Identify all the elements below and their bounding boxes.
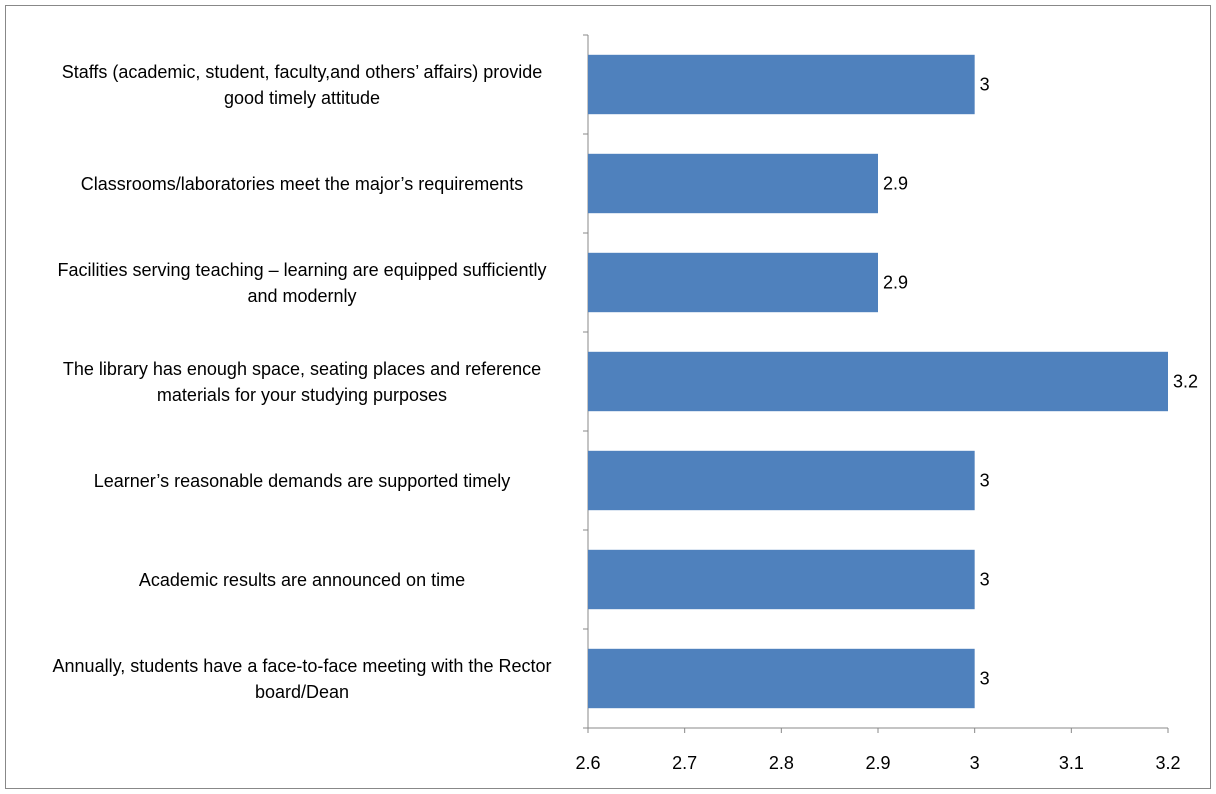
bar [588, 351, 1168, 412]
value-label: 3 [980, 668, 990, 688]
category-label: Staffs (academic, student, faculty,and o… [61, 61, 543, 108]
bar [588, 648, 975, 709]
x-tick-label: 2.6 [575, 753, 600, 773]
bar [588, 549, 975, 610]
category-label: Facilities serving teaching – learning a… [57, 259, 547, 306]
category-label: Academic results are announced on time [138, 569, 466, 590]
bar [588, 54, 975, 115]
x-tick-label: 2.8 [769, 753, 794, 773]
bar [588, 153, 878, 214]
category-label: Learner’s reasonable demands are support… [93, 470, 511, 491]
frame [5, 5, 1211, 789]
bar [588, 450, 975, 511]
category-label: The library has enough space, seating pl… [62, 358, 542, 405]
category-label: Classrooms/laboratories meet the major’s… [80, 173, 524, 194]
category-label: Annually, students have a face-to-face m… [52, 655, 552, 702]
x-tick-label: 2.9 [865, 753, 890, 773]
value-label: 2.9 [883, 173, 908, 193]
value-label: 2.9 [883, 272, 908, 292]
x-tick-label: 3.2 [1155, 753, 1180, 773]
bar [588, 252, 878, 313]
x-tick-label: 3 [970, 753, 980, 773]
value-label: 3 [980, 470, 990, 490]
x-tick-label: 3.1 [1059, 753, 1084, 773]
value-label: 3 [980, 74, 990, 94]
value-label: 3 [980, 569, 990, 589]
value-label: 3.2 [1173, 371, 1198, 391]
x-tick-label: 2.7 [672, 753, 697, 773]
